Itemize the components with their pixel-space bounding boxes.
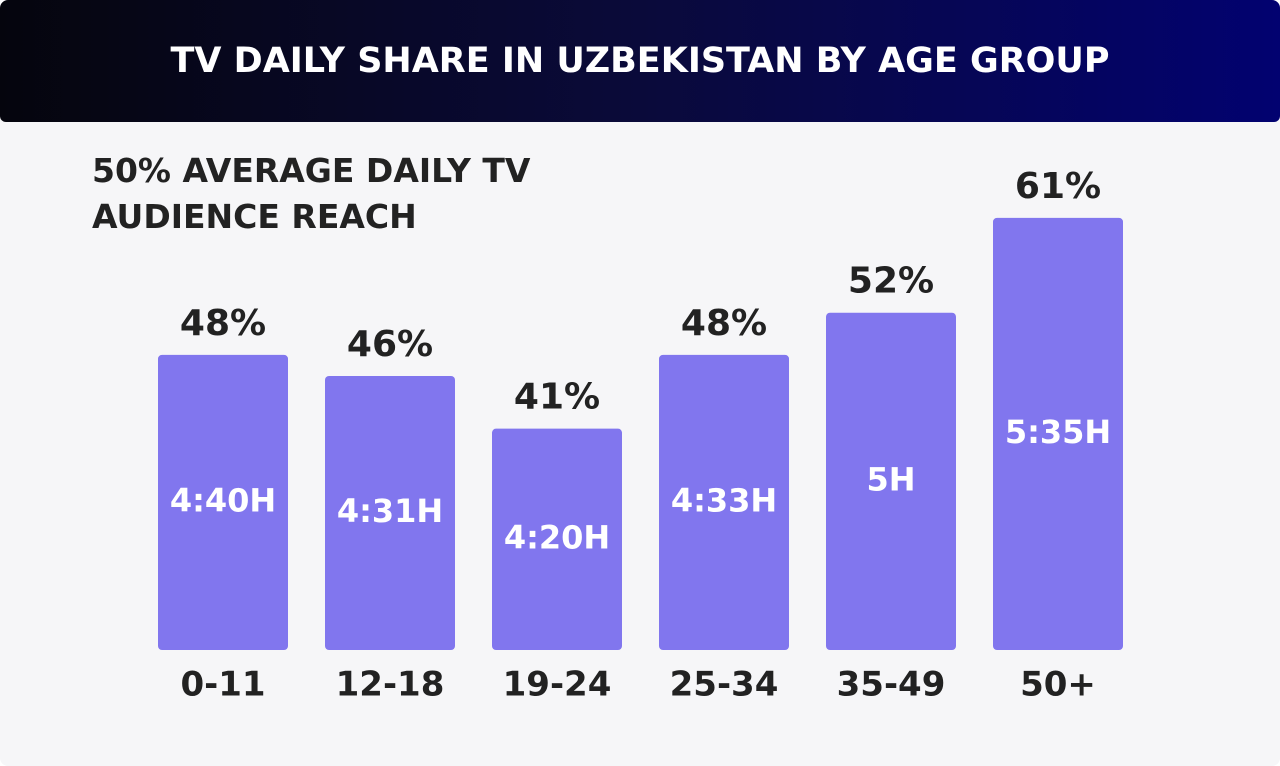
bar-inner-label: 4:33H	[671, 481, 777, 519]
bar	[158, 354, 288, 650]
value-label: 48%	[681, 303, 767, 344]
x-tick-label: 35-49	[837, 665, 946, 705]
bar	[659, 354, 789, 650]
x-tick-label: 19-24	[503, 665, 612, 705]
bar-inner-label: 4:40H	[170, 481, 276, 519]
bar	[325, 375, 455, 650]
bar	[492, 428, 622, 650]
bar-inner-label: 4:31H	[337, 492, 443, 530]
chart-title: TV DAILY SHARE IN UZBEKISTAN BY AGE GROU…	[170, 41, 1110, 81]
value-label: 41%	[514, 377, 600, 418]
chart-subtitle: 50% AVERAGE DAILY TV AUDIENCE REACH	[92, 151, 531, 236]
value-label: 52%	[848, 261, 934, 302]
header-bar	[0, 0, 1280, 122]
x-tick-label: 0-11	[180, 665, 265, 705]
x-tick-label: 50+	[1020, 665, 1096, 705]
bar	[826, 312, 956, 650]
value-label: 46%	[347, 324, 433, 365]
x-tick-label: 25-34	[670, 665, 779, 705]
value-label: 48%	[180, 303, 266, 344]
bar	[993, 217, 1123, 651]
x-tick-label: 12-18	[336, 665, 445, 705]
bar-inner-label: 5:35H	[1005, 413, 1111, 451]
bar-inner-label: 5H	[866, 460, 915, 498]
bar-inner-label: 4:20H	[504, 518, 610, 556]
value-label: 61%	[1015, 166, 1101, 207]
